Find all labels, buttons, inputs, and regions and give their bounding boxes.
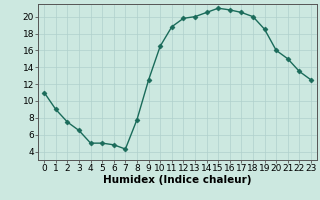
X-axis label: Humidex (Indice chaleur): Humidex (Indice chaleur) (103, 175, 252, 185)
